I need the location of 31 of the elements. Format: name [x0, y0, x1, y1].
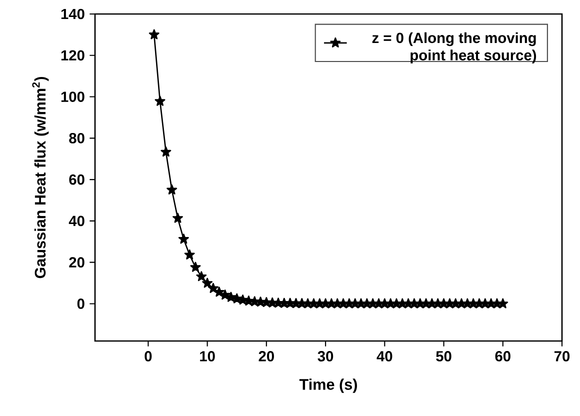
point: [178, 234, 189, 244]
point: [166, 184, 178, 194]
point: [172, 212, 183, 223]
y-tick-label: 80: [69, 132, 84, 144]
point: [208, 282, 218, 293]
y-tick-label: 60: [69, 174, 84, 185]
x-tick-label: 40: [376, 351, 392, 362]
x-tick-label: 10: [200, 351, 215, 362]
y-tick-label: 40: [68, 216, 84, 226]
y-tick-label: 140: [61, 8, 84, 20]
x-tick-label: 20: [258, 351, 274, 362]
x-tick-label: 30: [318, 351, 334, 362]
y-tick-label: 20: [69, 257, 84, 268]
x-tick-label: 0: [144, 351, 152, 362]
point: [184, 249, 195, 260]
point: [190, 262, 201, 272]
x-axis-title: Time (s): [299, 378, 357, 393]
point: [148, 29, 160, 40]
point: [202, 278, 213, 288]
x-tick-label: 60: [495, 351, 510, 362]
point: [154, 96, 166, 106]
point: [160, 146, 172, 157]
y-tick-label: 120: [61, 50, 84, 61]
y-tick-label: 100: [61, 92, 84, 102]
x-tick-label: 70: [554, 351, 570, 362]
legend-label: z = 0 (Along the moving point heat source): [372, 32, 536, 64]
point: [196, 271, 207, 282]
y-tick-label: 0: [77, 298, 84, 309]
x-tick-label: 50: [436, 351, 452, 362]
y-axis-title: Gaussian Heat flux (w/mm$^{2}$): [32, 76, 49, 278]
point: [498, 298, 508, 308]
